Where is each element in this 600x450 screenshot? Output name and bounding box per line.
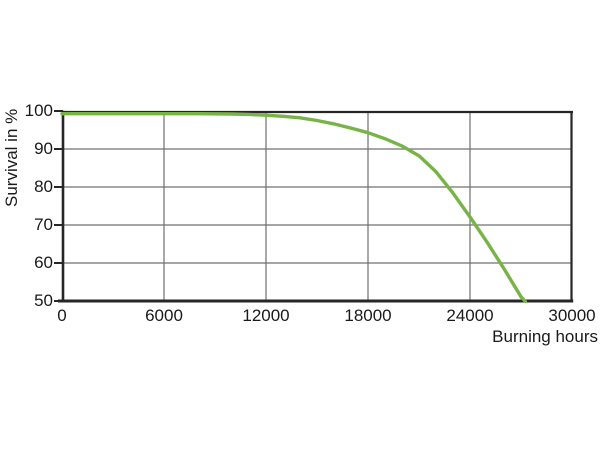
- x-tick-label-30000: 30000: [548, 306, 596, 325]
- x-tick-label-6000: 6000: [145, 306, 183, 325]
- x-axis-title: Burning hours: [492, 327, 598, 346]
- lamp-survival-curve: [60, 111, 527, 304]
- y-tick-label-60: 60: [34, 253, 53, 272]
- y-tick-label-50: 50: [34, 291, 53, 310]
- y-tick-label-100: 100: [24, 101, 53, 120]
- x-tick-label-12000: 12000: [242, 306, 290, 325]
- y-tick-label-90: 90: [34, 139, 53, 158]
- y-tick-label-70: 70: [34, 215, 53, 234]
- x-tick-label-24000: 24000: [446, 306, 494, 325]
- y-tick-label-80: 80: [34, 177, 53, 196]
- x-tick-label-0: 0: [57, 306, 67, 325]
- x-tick-label-18000: 18000: [344, 306, 392, 325]
